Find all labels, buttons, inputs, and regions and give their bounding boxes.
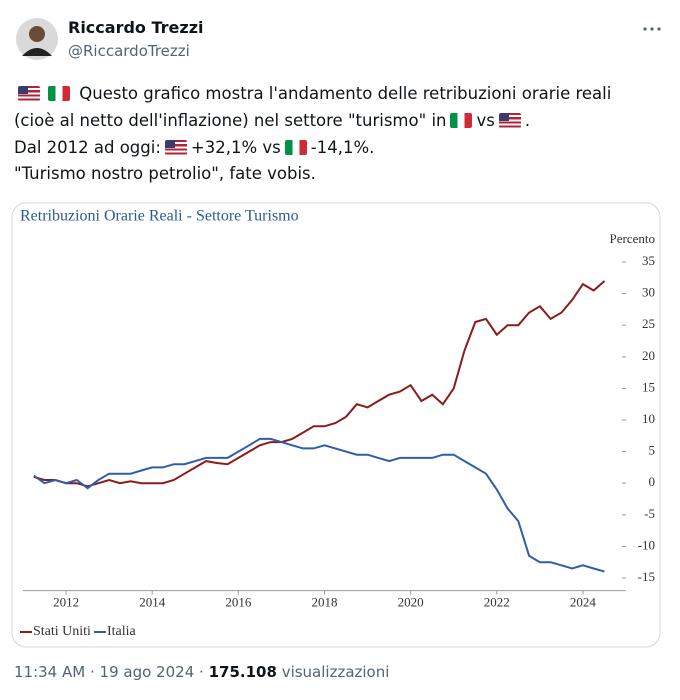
y-tick-label: 30 xyxy=(642,285,655,300)
y-tick-label: 0 xyxy=(649,474,656,489)
flag xyxy=(48,86,70,101)
card xyxy=(11,202,661,648)
date: 19 ago 2024 xyxy=(99,663,195,681)
series-line xyxy=(33,437,605,573)
y-tick-label: -15 xyxy=(638,569,655,584)
x-tick-label: 2012 xyxy=(53,595,79,610)
separator: · xyxy=(199,663,204,681)
series-line xyxy=(33,280,606,488)
flag xyxy=(18,86,40,101)
time: 11:34 AM xyxy=(14,663,86,681)
avatar[interactable] xyxy=(16,18,58,60)
chart-title: Retribuzioni Orarie Reali - Settore Turi… xyxy=(20,208,299,225)
text: . xyxy=(524,111,531,130)
y-tick-label: -10 xyxy=(638,537,655,552)
x-tick-label: 2020 xyxy=(398,595,424,610)
y-tick-label: 35 xyxy=(642,253,655,268)
text: -14,1%. xyxy=(310,138,375,157)
separator: · xyxy=(89,663,95,681)
flag xyxy=(498,113,521,128)
y-tick-label: 5 xyxy=(649,443,656,458)
y-tick-label: 15 xyxy=(642,379,655,394)
flag xyxy=(284,140,307,155)
x-tick-label: 2016 xyxy=(225,595,252,610)
more-icon[interactable] xyxy=(640,22,664,36)
x-tick-label: 2022 xyxy=(484,595,510,610)
axis-label: Percento xyxy=(610,231,655,246)
text: +32,1% vs xyxy=(190,138,281,157)
tweet-line: (cioè al netto dell'inflazione) nel sett… xyxy=(14,111,530,130)
text: vs xyxy=(476,111,495,130)
tweet-line: "Turismo nostro petrolio", fate vobis. xyxy=(14,164,316,183)
legend-label: Italia xyxy=(107,624,137,639)
footer: 11:34 AM · 19 ago 2024 · 175.108 visuali… xyxy=(14,663,389,681)
y-tick-label: 20 xyxy=(642,348,655,363)
y-tick-label: 10 xyxy=(642,411,655,426)
x-tick-label: 2024 xyxy=(570,595,597,610)
chart: Retribuzioni Orarie Reali - Settore Turi… xyxy=(11,202,661,648)
tweet-line: Questo grafico mostra l'andamento delle … xyxy=(14,84,611,103)
text: Dal 2012 ad oggi: xyxy=(14,138,161,157)
text: "Turismo nostro petrolio", fate vobis. xyxy=(14,164,316,183)
flag xyxy=(164,140,187,155)
views-label: visualizzazioni xyxy=(281,663,390,681)
author-handle[interactable]: @RiccardoTrezzi xyxy=(68,42,190,60)
views: 175.108 xyxy=(208,663,277,681)
tweet-line: Dal 2012 ad oggi: +32,1% vs -14,1%. xyxy=(14,138,374,157)
flag xyxy=(450,113,473,128)
text: (cioè al netto dell'inflazione) nel sett… xyxy=(14,111,447,130)
x-tick-label: 2014 xyxy=(139,595,166,610)
y-tick-label: -5 xyxy=(644,506,655,521)
author-name[interactable]: Riccardo Trezzi xyxy=(68,18,204,37)
legend-label: Stati Uniti xyxy=(33,624,91,639)
y-tick-label: 25 xyxy=(642,316,655,331)
text: Questo grafico mostra l'andamento delle … xyxy=(79,84,612,103)
x-tick-label: 2018 xyxy=(312,595,338,610)
